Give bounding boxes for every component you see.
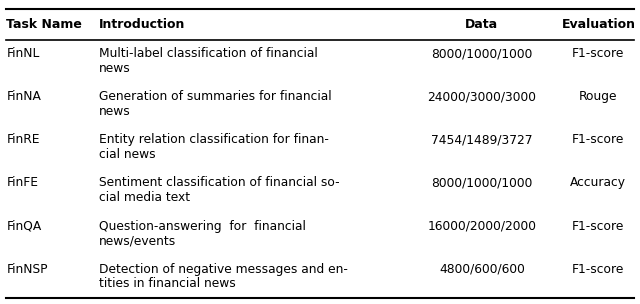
Text: Data: Data xyxy=(465,18,499,31)
Text: 16000/2000/2000: 16000/2000/2000 xyxy=(428,219,536,233)
Text: F1-score: F1-score xyxy=(572,133,625,147)
Text: Entity relation classification for finan-: Entity relation classification for finan… xyxy=(99,133,329,147)
Text: FinNSP: FinNSP xyxy=(6,263,48,276)
Text: F1-score: F1-score xyxy=(572,263,625,276)
Text: cial media text: cial media text xyxy=(99,191,190,204)
Text: Generation of summaries for financial: Generation of summaries for financial xyxy=(99,90,332,103)
Text: 4800/600/600: 4800/600/600 xyxy=(439,263,525,276)
Text: tities in financial news: tities in financial news xyxy=(99,277,236,290)
Text: F1-score: F1-score xyxy=(572,219,625,233)
Text: Sentiment classification of financial so-: Sentiment classification of financial so… xyxy=(99,176,340,189)
Text: Multi-label classification of financial: Multi-label classification of financial xyxy=(99,47,318,60)
Text: FinNL: FinNL xyxy=(6,47,40,60)
Text: Accuracy: Accuracy xyxy=(570,176,627,189)
Text: Introduction: Introduction xyxy=(99,18,186,31)
Text: FinQA: FinQA xyxy=(6,219,42,233)
Text: FinFE: FinFE xyxy=(6,176,38,189)
Text: Evaluation: Evaluation xyxy=(561,18,636,31)
Text: news: news xyxy=(99,105,131,118)
Text: Rouge: Rouge xyxy=(579,90,618,103)
Text: news/events: news/events xyxy=(99,234,177,247)
Text: 8000/1000/1000: 8000/1000/1000 xyxy=(431,176,532,189)
Text: FinNA: FinNA xyxy=(6,90,41,103)
Text: 24000/3000/3000: 24000/3000/3000 xyxy=(428,90,536,103)
Text: news: news xyxy=(99,62,131,75)
Text: 7454/1489/3727: 7454/1489/3727 xyxy=(431,133,532,147)
Text: Detection of negative messages and en-: Detection of negative messages and en- xyxy=(99,263,348,276)
Text: 8000/1000/1000: 8000/1000/1000 xyxy=(431,47,532,60)
Text: Task Name: Task Name xyxy=(6,18,83,31)
Text: F1-score: F1-score xyxy=(572,47,625,60)
Text: FinRE: FinRE xyxy=(6,133,40,147)
Text: Question-answering  for  financial: Question-answering for financial xyxy=(99,219,306,233)
Text: cial news: cial news xyxy=(99,148,156,161)
